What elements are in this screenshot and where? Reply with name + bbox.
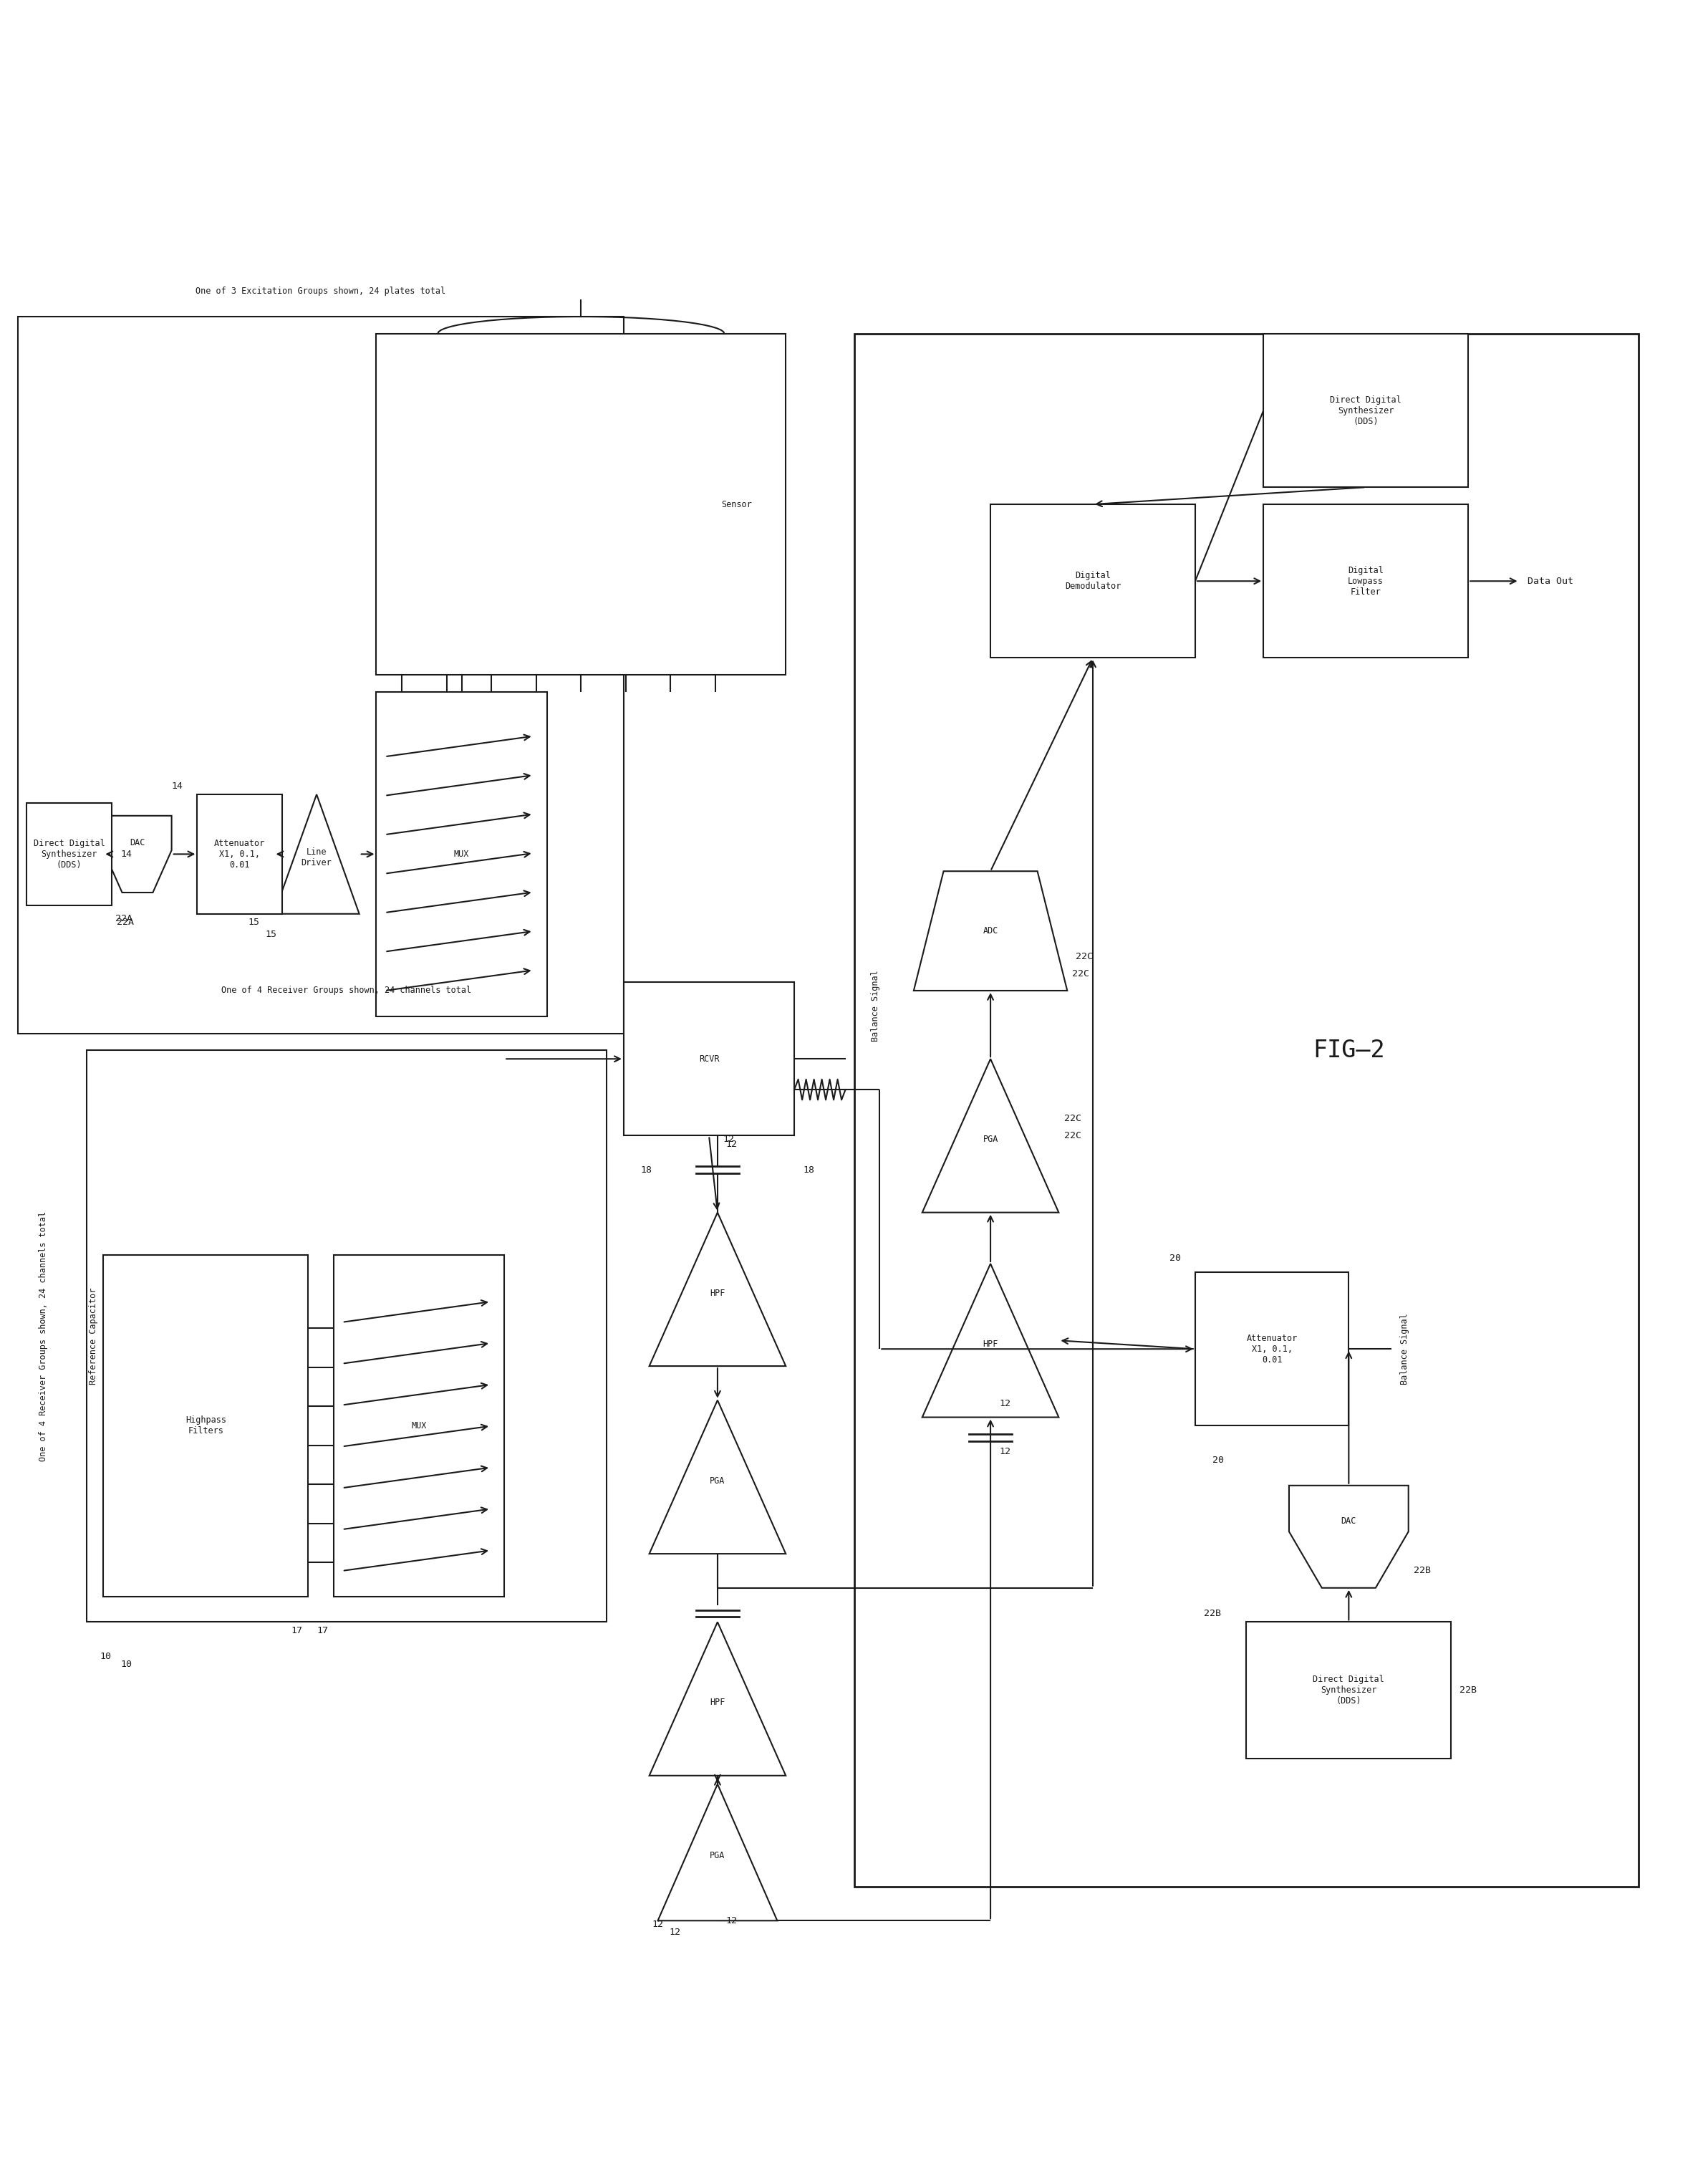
Text: 12: 12 bbox=[722, 1134, 734, 1143]
Text: MUX: MUX bbox=[454, 850, 470, 859]
Text: Direct Digital
Synthesizer
(DDS): Direct Digital Synthesizer (DDS) bbox=[34, 839, 104, 870]
Text: 22A: 22A bbox=[118, 917, 135, 926]
Text: Sensor: Sensor bbox=[721, 499, 752, 510]
Text: Balance Signal: Balance Signal bbox=[871, 970, 880, 1041]
Text: One of 4 Receiver Groups shown, 24 channels total: One of 4 Receiver Groups shown, 24 chann… bbox=[39, 1210, 48, 1462]
Text: 10: 10 bbox=[101, 1651, 111, 1661]
Polygon shape bbox=[922, 1265, 1059, 1416]
Polygon shape bbox=[1290, 1486, 1409, 1588]
Text: HPF: HPF bbox=[982, 1340, 997, 1349]
Text: 22B: 22B bbox=[1414, 1566, 1431, 1575]
Text: Highpass
Filters: Highpass Filters bbox=[184, 1416, 225, 1436]
Text: PGA: PGA bbox=[711, 1850, 726, 1861]
Text: HPF: HPF bbox=[711, 1288, 726, 1297]
Bar bbox=[376, 334, 786, 675]
Text: MUX: MUX bbox=[412, 1421, 427, 1429]
Text: Reference Capacitor: Reference Capacitor bbox=[89, 1288, 97, 1384]
Bar bbox=[19, 317, 623, 1032]
Text: 14: 14 bbox=[121, 850, 132, 859]
Text: PGA: PGA bbox=[982, 1134, 997, 1145]
Text: Direct Digital
Synthesizer
(DDS): Direct Digital Synthesizer (DDS) bbox=[1313, 1674, 1385, 1705]
Text: 17: 17 bbox=[316, 1627, 328, 1635]
Text: Attenuator
X1, 0.1,
0.01: Attenuator X1, 0.1, 0.01 bbox=[214, 839, 265, 870]
Text: Data Out: Data Out bbox=[1529, 577, 1573, 586]
Text: 22C: 22C bbox=[1064, 1115, 1081, 1124]
Text: 18: 18 bbox=[803, 1165, 815, 1173]
Text: 10: 10 bbox=[121, 1659, 132, 1670]
Text: 20: 20 bbox=[1213, 1455, 1223, 1464]
Text: RCVR: RCVR bbox=[699, 1054, 719, 1063]
Polygon shape bbox=[104, 816, 171, 891]
Text: 17: 17 bbox=[290, 1627, 302, 1635]
Text: 15: 15 bbox=[265, 931, 277, 939]
Polygon shape bbox=[649, 1401, 786, 1553]
Text: 22C: 22C bbox=[1064, 1130, 1081, 1141]
Text: 12: 12 bbox=[999, 1447, 1011, 1455]
Text: Line
Driver: Line Driver bbox=[301, 848, 331, 868]
Polygon shape bbox=[649, 1212, 786, 1366]
Bar bbox=[333, 1256, 504, 1596]
Bar bbox=[196, 794, 282, 913]
Polygon shape bbox=[914, 872, 1068, 991]
Text: 14: 14 bbox=[171, 781, 183, 790]
Text: 22B: 22B bbox=[1460, 1685, 1477, 1694]
Polygon shape bbox=[649, 1622, 786, 1776]
Polygon shape bbox=[273, 794, 359, 913]
Text: 15: 15 bbox=[248, 917, 260, 926]
Bar bbox=[104, 1256, 307, 1596]
Text: Balance Signal: Balance Signal bbox=[1401, 1312, 1409, 1384]
Text: One of 4 Receiver Groups shown, 24 channels total: One of 4 Receiver Groups shown, 24 chann… bbox=[222, 987, 471, 996]
Text: Digital
Lowpass
Filter: Digital Lowpass Filter bbox=[1348, 566, 1383, 596]
Text: 12: 12 bbox=[726, 1915, 738, 1926]
Bar bbox=[1264, 334, 1469, 488]
Text: ADC: ADC bbox=[982, 926, 997, 935]
Text: DAC: DAC bbox=[130, 837, 145, 848]
Bar bbox=[854, 334, 1638, 1887]
Text: 12: 12 bbox=[999, 1399, 1011, 1408]
Text: 12: 12 bbox=[652, 1920, 663, 1928]
Bar bbox=[1264, 505, 1469, 657]
Bar bbox=[27, 803, 113, 904]
Text: PGA: PGA bbox=[711, 1477, 726, 1486]
Text: Attenuator
X1, 0.1,
0.01: Attenuator X1, 0.1, 0.01 bbox=[1247, 1334, 1298, 1364]
Polygon shape bbox=[658, 1785, 777, 1920]
Bar bbox=[623, 983, 794, 1137]
Text: FIG–2: FIG–2 bbox=[1313, 1039, 1385, 1063]
Text: 12: 12 bbox=[726, 1139, 738, 1150]
Text: 18: 18 bbox=[640, 1165, 652, 1173]
Text: 22A: 22A bbox=[116, 915, 133, 924]
Text: 22B: 22B bbox=[1204, 1609, 1221, 1618]
Text: DAC: DAC bbox=[1341, 1516, 1356, 1527]
Text: HPF: HPF bbox=[711, 1698, 726, 1707]
Text: 22C: 22C bbox=[1073, 970, 1090, 978]
Text: 22C: 22C bbox=[1076, 952, 1093, 961]
Bar bbox=[1196, 1273, 1349, 1425]
Text: 12: 12 bbox=[670, 1928, 680, 1937]
Text: One of 3 Excitation Groups shown, 24 plates total: One of 3 Excitation Groups shown, 24 pla… bbox=[196, 286, 446, 295]
Bar bbox=[87, 1050, 606, 1622]
Text: Digital
Demodulator: Digital Demodulator bbox=[1064, 570, 1120, 592]
Bar bbox=[1247, 1622, 1452, 1759]
Polygon shape bbox=[922, 1058, 1059, 1212]
Bar bbox=[376, 692, 547, 1017]
Text: Direct Digital
Synthesizer
(DDS): Direct Digital Synthesizer (DDS) bbox=[1331, 395, 1402, 425]
Bar bbox=[991, 505, 1196, 657]
Text: 20: 20 bbox=[1170, 1254, 1180, 1262]
